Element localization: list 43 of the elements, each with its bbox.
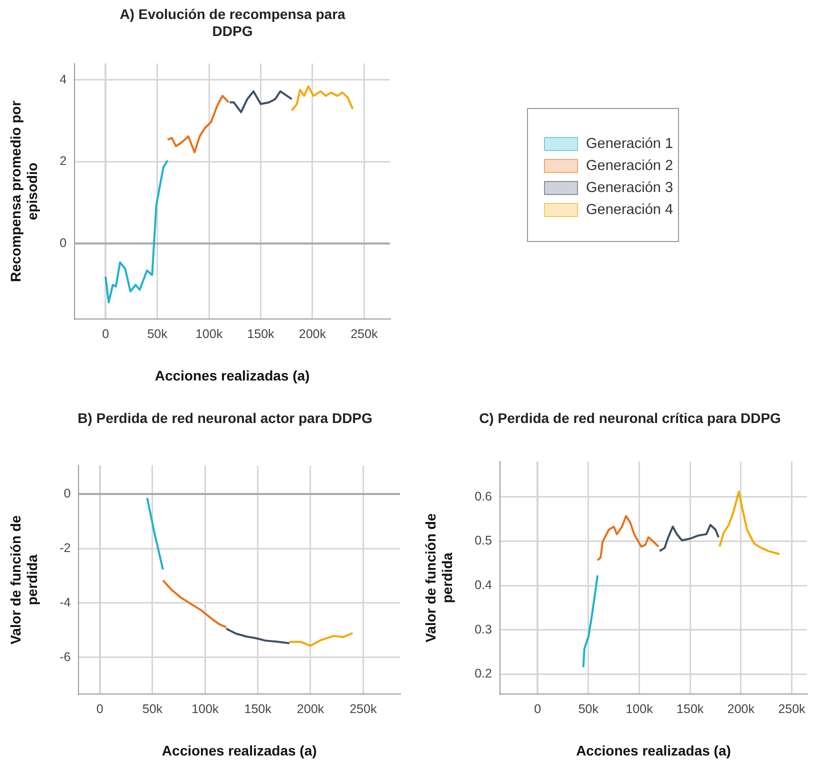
x-tick-label: 150k [247, 327, 276, 342]
y-tick-label: 0.2 [474, 666, 492, 681]
x-tick-label: 50k [147, 327, 168, 342]
y-tick-label: 0 [64, 486, 71, 501]
x-tick-label: 0 [96, 702, 104, 716]
y-tick-label: -6 [60, 650, 71, 664]
y-axis-title: Recompensa promedio por episodio [7, 100, 40, 282]
y-tick-label: 2 [60, 154, 67, 168]
y-tick-label: 0.4 [474, 578, 492, 592]
x-tick-label: 50k [142, 702, 164, 716]
x-tick-label: 200k [727, 702, 756, 716]
legend-label: Generación 4 [586, 202, 674, 218]
legend-label: Generación 2 [586, 158, 674, 174]
x-tick-label: 200k [296, 702, 325, 716]
chart-title: B) Perdida de red neuronal actor para DDPG [76, 410, 374, 427]
x-tick-label: 100k [626, 702, 654, 716]
x-tick-label: 250k [350, 327, 378, 342]
chart-title: A) Evolución de recompensa para DDPG [118, 6, 346, 40]
legend-label: Generación 1 [586, 136, 674, 152]
y-axis-title: Valor de función de perdida [7, 515, 40, 644]
x-tick-label: 0 [102, 327, 110, 342]
y-tick-label: 0 [60, 236, 67, 250]
y-tick-label: 0.3 [474, 622, 492, 636]
x-tick-label: 100k [192, 702, 220, 716]
y-tick-label: -2 [60, 540, 71, 555]
x-tick-label: 50k [578, 702, 600, 716]
x-tick-label: 200k [298, 327, 327, 342]
x-axis-title: Acciones realizadas (a) [154, 367, 310, 384]
x-tick-label: 100k [195, 327, 224, 342]
x-tick-label: 0 [534, 702, 542, 716]
y-axis-title: Valor de función de perdida [422, 513, 456, 642]
chart-title: C) Perdida de red neuronal crítica para DDPG [478, 410, 782, 427]
y-tick-label: -4 [60, 595, 71, 610]
x-tick-label: 250k [350, 702, 378, 716]
x-tick-label: 150k [244, 702, 272, 716]
legend-label: Generación 3 [586, 180, 674, 196]
x-axis-title: Acciones realizadas (a) [576, 742, 731, 758]
y-tick-label: 0.5 [474, 534, 492, 548]
x-tick-label: 250k [778, 702, 806, 716]
y-tick-label: 4 [60, 72, 67, 86]
y-tick-label: 0.6 [474, 489, 492, 504]
x-axis-title: Acciones realizadas (a) [162, 742, 317, 758]
x-tick-label: 150k [676, 702, 704, 716]
